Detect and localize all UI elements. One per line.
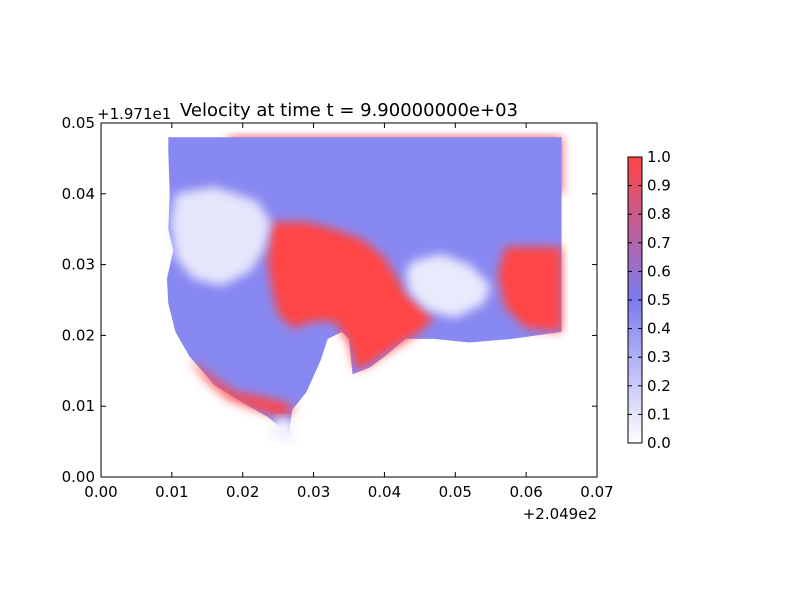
field-region-calm-zone-west [170,186,272,286]
field-region-tidal-flat-south [267,416,296,446]
y-tick-label: 0.05 [62,114,95,132]
chart-title: Velocity at time t = 9.90000000e+03 [180,100,518,121]
y-tick-label: 0.00 [62,468,95,486]
colorbar-tick-label: 0.1 [647,405,671,423]
colorbar-tick-label: 0.6 [647,262,671,280]
x-axis: 0.00 0.01 0.02 0.03 0.04 0.05 0.06 0.07 [84,123,614,501]
x-tick-label: 0.07 [580,483,613,501]
x-offset-label: +2.049e2 [523,505,597,523]
field-region-south-coast-band [189,360,296,417]
y-tick-label: 0.01 [62,397,95,415]
field-region-east-inflow [497,246,562,332]
velocity-field [166,137,562,446]
x-tick-label: 0.02 [226,483,259,501]
colorbar-tick-label: 0.3 [647,348,671,366]
plot-frame [100,122,598,478]
x-tick-label: 0.04 [368,483,401,501]
colorbar-tick-label: 0.9 [647,177,671,195]
colorbar-tick-label: 0.0 [647,434,671,452]
colorbar-tick-label: 1.0 [647,148,671,166]
colorbar-tick-label: 0.2 [647,377,671,395]
y-offset-label: +1.971e1 [97,105,171,123]
colorbar-tick-label: 0.8 [647,205,671,223]
x-tick-label: 0.06 [509,483,542,501]
field-region-calm-zone-east [405,254,491,318]
y-axis: 0.00 0.01 0.02 0.03 0.04 0.05 [62,114,597,486]
y-tick-label: 0.03 [62,256,95,274]
colorbar-tick-label: 0.7 [647,234,671,252]
colorbar-tick-label: 0.4 [647,320,671,338]
x-tick-label: 0.03 [297,483,330,501]
y-tick-label: 0.02 [62,326,95,344]
colorbar-ticks: 0.0 0.1 0.2 0.3 0.4 0.5 0.6 0.7 0.8 0.9 1.0 [628,148,671,452]
x-tick-label: 0.01 [155,483,188,501]
field-region-central-channel [267,222,434,371]
x-tick-label: 0.05 [439,483,472,501]
x-tick-label: 0.00 [84,483,117,501]
y-tick-label: 0.04 [62,185,95,203]
colorbar-tick-label: 0.5 [647,291,671,309]
